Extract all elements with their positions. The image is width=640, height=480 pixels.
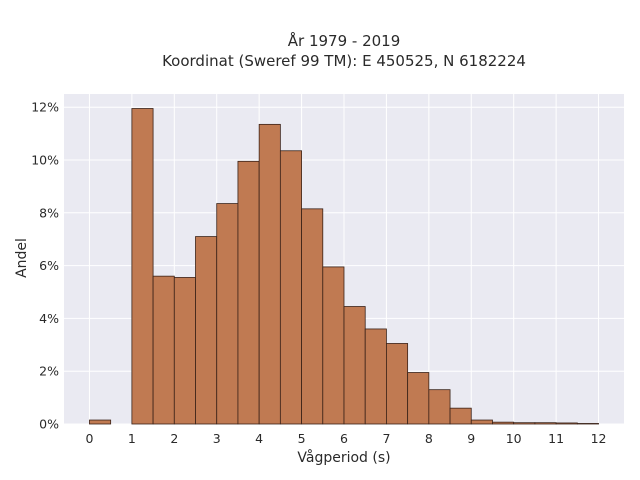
histogram-bar [428,389,451,425]
histogram-bar [173,277,196,425]
histogram-bar [195,236,218,425]
histogram-bar [301,208,324,425]
x-tick-label: 12 [591,431,607,446]
x-tick-label: 10 [506,431,522,446]
x-tick-label: 1 [128,431,136,446]
x-tick-label: 8 [425,431,433,446]
x-tick-label: 5 [298,431,306,446]
chart-title-line-1: År 1979 - 2019 [288,31,401,50]
histogram-bar [576,423,599,425]
y-tick-label: 10% [31,153,59,168]
histogram-bar [449,407,472,425]
y-tick-label: 4% [39,311,59,326]
histogram-bar [470,419,493,425]
histogram-bar [237,160,260,425]
chart-title-line-2: Koordinat (Sweref 99 TM): E 450525, N 61… [162,52,526,70]
x-axis-ticks: 0 1 2 3 4 5 6 7 8 9 10 11 12 [85,431,606,446]
histogram-bar [343,306,366,425]
y-tick-label: 0% [39,417,59,432]
y-tick-label: 2% [39,364,59,379]
x-tick-label: 11 [548,431,564,446]
histogram-bar [322,266,345,425]
y-tick-label: 12% [31,100,59,115]
histogram-bar [89,419,112,425]
x-tick-label: 7 [382,431,390,446]
histogram-bar [555,422,578,425]
histogram-bar [216,203,239,425]
histogram-bar [407,372,430,425]
histogram-bar [258,123,281,425]
histogram-bar [386,343,409,425]
histogram-bar [513,422,536,425]
histogram-bar [131,108,154,425]
y-tick-label: 6% [39,258,59,273]
y-axis-label: Andel [14,238,30,278]
histogram-bar [152,275,175,425]
y-axis-ticks: 0% 2% 4% 6% 8% 10% 12% [31,100,59,432]
histogram-bar [492,421,515,425]
x-tick-label: 4 [255,431,263,446]
bars [89,108,599,425]
y-tick-label: 8% [39,205,59,220]
x-tick-label: 9 [467,431,475,446]
histogram-bar [279,150,302,425]
histogram-bar [534,422,557,425]
histogram-bar [364,328,387,425]
x-tick-label: 3 [213,431,221,446]
x-tick-label: 6 [340,431,348,446]
x-axis-label: Vågperiod (s) [297,449,390,466]
x-tick-label: 2 [170,431,178,446]
x-tick-label: 0 [85,431,93,446]
